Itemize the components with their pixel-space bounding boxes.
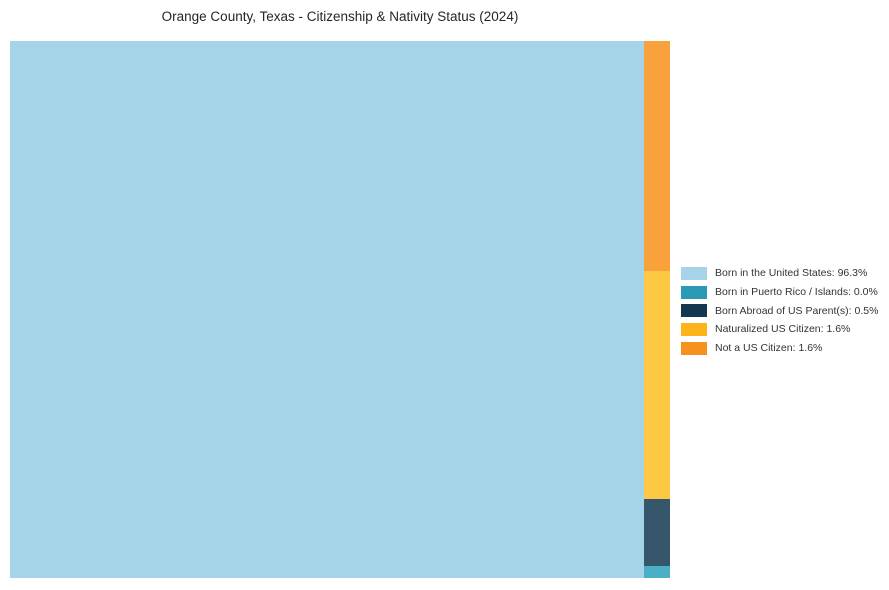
treemap-segment-born-in-puerto-rico-islands [643, 566, 670, 578]
legend-row-born-abroad-of-us-parent-s: Born Abroad of US Parent(s): 0.5% [681, 301, 878, 320]
treemap-segment-naturalized-us-citizen [643, 270, 670, 500]
legend-label: Not a US Citizen: 1.6% [715, 342, 823, 355]
legend-row-born-in-the-united-states: Born in the United States: 96.3% [681, 264, 878, 283]
legend: Born in the United States: 96.3% Born in … [681, 264, 878, 357]
legend-swatch-born-in-the-united-states [681, 266, 707, 280]
treemap-segment-not-a-us-citizen [643, 41, 670, 271]
treemap-segment-born-abroad-of-us-parent-s [643, 499, 670, 567]
legend-label: Born Abroad of US Parent(s): 0.5% [715, 304, 879, 317]
legend-swatch-naturalized-us-citizen [681, 322, 707, 336]
legend-swatch-not-a-us-citizen [681, 341, 707, 355]
legend-swatch-born-abroad-of-us-parent-s [681, 304, 707, 318]
treemap [10, 41, 670, 578]
chart-title: Orange County, Texas - Citizenship & Nat… [161, 9, 519, 24]
legend-label: Born in Puerto Rico / Islands: 0.0% [715, 286, 878, 299]
legend-swatch-born-in-puerto-rico-islands [681, 285, 707, 299]
legend-row-not-a-us-citizen: Not a US Citizen: 1.6% [681, 339, 878, 358]
treemap-rect-born-in-the-united-states [10, 41, 644, 578]
treemap-minor-column [643, 41, 670, 578]
legend-row-born-in-puerto-rico-islands: Born in Puerto Rico / Islands: 0.0% [681, 283, 878, 302]
legend-label: Naturalized US Citizen: 1.6% [715, 323, 851, 336]
legend-label: Born in the United States: 96.3% [715, 267, 868, 280]
legend-row-naturalized-us-citizen: Naturalized US Citizen: 1.6% [681, 320, 878, 339]
